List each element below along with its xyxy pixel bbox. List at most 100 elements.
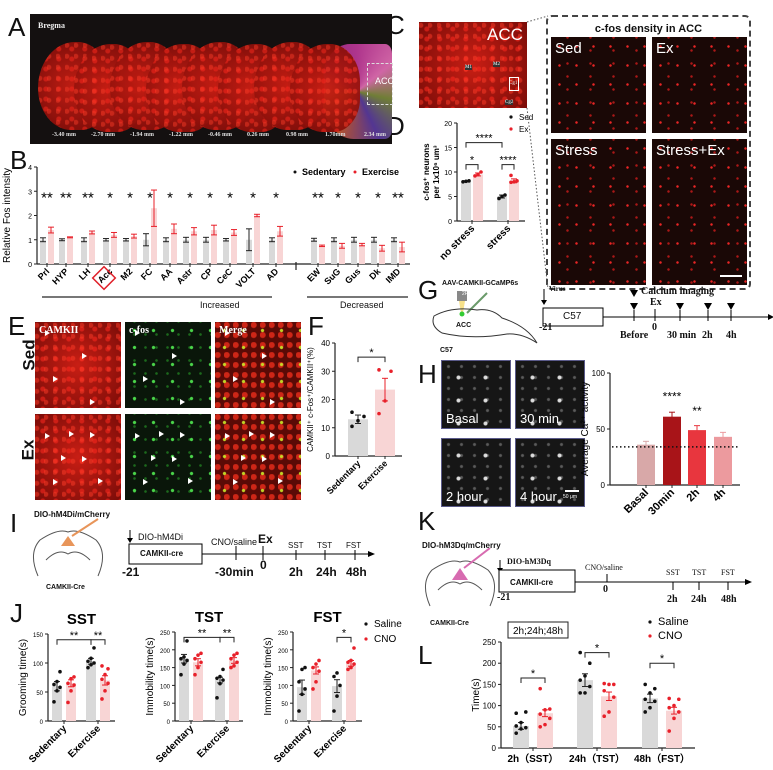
virus-label-i: DIO-hM4Di/mCherry xyxy=(34,510,111,519)
significance-label: * xyxy=(335,189,341,206)
test-fst-i: FST xyxy=(346,541,362,550)
virus-label-k: DIO-hM3Dq/mCherry xyxy=(422,541,501,550)
timeline-g xyxy=(541,289,773,327)
bar xyxy=(163,239,169,264)
data-point xyxy=(55,689,59,693)
significance-label: ** xyxy=(198,627,207,639)
bar xyxy=(193,662,203,721)
bar xyxy=(179,658,189,721)
category-label: 2h xyxy=(685,486,703,504)
data-point xyxy=(350,410,354,415)
image-merge-sed: Merge xyxy=(215,322,301,408)
chart-l: 0 50 100 150 200 250 Time(s) 2h（SST） 24h（TST） 48h… xyxy=(471,616,695,765)
y-tick-label: 10 xyxy=(321,424,330,433)
y-tick-label: 100 xyxy=(278,684,289,690)
image-30min: 30 min xyxy=(515,360,585,429)
camkii-box-i: CAMKII-cre xyxy=(140,549,184,558)
tick-0-g: 0 xyxy=(652,322,657,333)
data-point xyxy=(215,676,219,681)
injection-label-k: DIO-hM3Dq xyxy=(507,557,552,566)
bar xyxy=(171,228,177,264)
panel-label-g: G xyxy=(418,275,439,305)
bar xyxy=(103,239,109,264)
bar xyxy=(379,248,385,264)
data-point xyxy=(52,700,56,704)
data-point xyxy=(677,697,681,702)
y-tick-label: 0 xyxy=(326,452,331,461)
image-label-basal: Basal xyxy=(446,411,479,426)
time-box xyxy=(507,621,569,639)
category-label: Sedentary xyxy=(325,458,363,496)
y-tick-label: 5 xyxy=(448,195,452,202)
bar xyxy=(191,231,197,264)
tick-4h-g: 4h xyxy=(726,330,737,341)
data-point xyxy=(317,658,321,663)
acc-label: ACC xyxy=(375,76,395,86)
y-tick-label: 150 xyxy=(160,667,171,673)
data-point xyxy=(300,667,304,672)
legend-marker xyxy=(509,127,513,131)
category-label: stress xyxy=(485,223,514,252)
bar xyxy=(123,239,129,264)
significance-label: * xyxy=(147,189,153,206)
arrowhead-icon xyxy=(233,376,238,382)
data-point xyxy=(612,682,616,687)
y-axis-label: c-fos⁺ neurons xyxy=(422,143,431,201)
bar xyxy=(339,245,345,264)
data-point xyxy=(514,731,518,735)
data-point xyxy=(89,662,93,667)
data-point xyxy=(653,686,657,691)
y-axis-label: Time(s) xyxy=(471,678,482,712)
significance-label: * xyxy=(595,643,600,655)
image-camkii-ex xyxy=(35,414,121,500)
data-point xyxy=(377,411,381,416)
data-point xyxy=(232,664,236,668)
image-ex: Ex xyxy=(652,37,747,133)
tick-start-g: -21 xyxy=(539,322,553,333)
data-point xyxy=(193,656,197,661)
data-point xyxy=(602,688,606,693)
y-tick-label: 250 xyxy=(160,631,171,637)
data-point xyxy=(221,667,225,672)
tick-i-48h: 48h xyxy=(346,565,367,579)
ex-label-i: Ex xyxy=(258,532,273,546)
injection-label-i: DIO-hM4Di xyxy=(138,532,184,542)
y-tick-label: 3 xyxy=(28,189,32,196)
data-point xyxy=(667,696,671,701)
tick-i-0: 0 xyxy=(260,558,267,572)
data-point xyxy=(221,678,225,682)
image-merge-ex xyxy=(215,414,301,500)
arrowhead-icon xyxy=(61,455,66,461)
data-point xyxy=(514,711,518,716)
arrowhead-icon xyxy=(262,353,267,359)
bar xyxy=(714,436,732,485)
category-label: CeC xyxy=(215,266,235,286)
category-label: Sedentary xyxy=(272,723,314,765)
bar xyxy=(151,208,157,264)
legend-marker xyxy=(364,637,368,641)
y-axis-label: Average Ca²⁺ activity xyxy=(580,382,591,477)
arrowhead-icon xyxy=(225,330,230,336)
data-point xyxy=(538,686,542,691)
bregma-position: -1.94 mm xyxy=(130,132,154,138)
significance-label: **** xyxy=(475,133,493,145)
arrowhead-icon xyxy=(143,376,148,382)
data-point xyxy=(643,682,647,687)
scale-bar-h xyxy=(565,490,579,492)
tick-i-24h: 24h xyxy=(316,565,337,579)
legend-marker xyxy=(293,170,297,174)
panel-label-l: L xyxy=(418,640,433,670)
panel-label-k: K xyxy=(418,506,436,536)
y-tick-label: 250 xyxy=(278,631,289,637)
category-label: AD xyxy=(264,266,281,283)
y-tick-label: 4 xyxy=(28,165,32,172)
2p-label: 2P xyxy=(462,291,469,297)
y-axis-label: Immobility time(s) xyxy=(145,637,156,715)
data-point xyxy=(185,658,189,663)
data-point xyxy=(103,672,107,677)
legend-marker xyxy=(648,620,652,624)
category-label: 30min xyxy=(646,486,677,517)
y-tick-label: 0 xyxy=(167,720,171,726)
bar xyxy=(688,430,706,485)
category-label: M2 xyxy=(118,266,134,282)
